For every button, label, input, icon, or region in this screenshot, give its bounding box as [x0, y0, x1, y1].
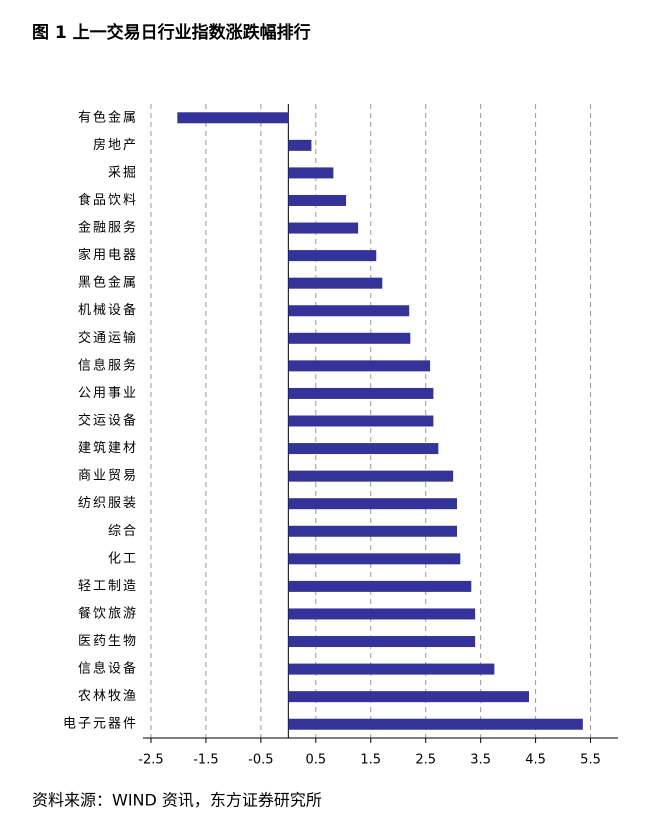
y-tick-label: 信息设备	[78, 661, 138, 677]
x-tick-label: 2.5	[415, 753, 436, 768]
y-tick-label: 纺织服装	[78, 496, 138, 511]
bar	[288, 250, 377, 262]
x-tick-label: 1.5	[360, 753, 381, 768]
y-tick-label: 餐饮旅游	[78, 605, 138, 621]
y-tick-label: 采掘	[108, 165, 138, 180]
bar	[288, 470, 454, 482]
bar	[288, 360, 431, 372]
x-tick-label: -0.5	[248, 753, 273, 768]
source-note: 资料来源：WIND 资讯，东方证券研究所	[32, 791, 322, 810]
y-tick-label: 综合	[108, 524, 138, 539]
bar	[288, 222, 359, 234]
x-tick-label: -1.5	[193, 753, 218, 768]
y-tick-label: 有色金属	[78, 109, 138, 125]
bar	[288, 525, 458, 537]
bar	[288, 553, 461, 565]
y-tick-label: 交通运输	[78, 330, 138, 346]
y-tick-label: 电子元器件	[63, 717, 138, 732]
x-tick-label: 3.5	[470, 753, 491, 768]
bar	[288, 443, 439, 455]
bar	[288, 580, 472, 592]
y-tick-label: 食品饮料	[78, 192, 138, 208]
y-tick-label: 信息服务	[78, 357, 138, 373]
bar	[288, 332, 411, 344]
x-tick-label: 4.5	[525, 753, 546, 768]
bar	[288, 387, 434, 399]
y-tick-label: 金融服务	[78, 220, 138, 236]
bar	[288, 194, 347, 206]
y-tick-label: 建筑建材	[78, 440, 138, 456]
bar	[288, 167, 334, 179]
bar	[288, 277, 383, 289]
bar	[288, 415, 434, 427]
y-tick-label: 商业贸易	[78, 469, 138, 484]
y-tick-label: 公用事业	[78, 386, 138, 401]
bar	[288, 139, 312, 151]
x-tick-label: 5.5	[580, 753, 601, 768]
bar	[288, 305, 410, 317]
y-tick-label: 农林牧渔	[78, 689, 138, 704]
bar	[177, 112, 289, 124]
chart-title: 图 1 上一交易日行业指数涨跌幅排行	[32, 22, 311, 43]
y-tick-label: 黑色金属	[78, 275, 138, 291]
bar	[288, 608, 476, 620]
x-tick-label: 0.5	[305, 753, 326, 768]
y-tick-label: 轻工制造	[78, 579, 138, 594]
bar	[288, 663, 495, 675]
y-tick-label: 家用电器	[78, 247, 138, 263]
y-tick-label: 房地产	[93, 137, 138, 153]
bar	[288, 636, 476, 648]
bar	[288, 691, 529, 703]
y-tick-label: 化工	[108, 551, 138, 566]
y-tick-label: 医药生物	[78, 634, 138, 649]
bar	[288, 498, 458, 510]
x-tick-label: -2.5	[138, 753, 163, 768]
bar	[288, 718, 583, 730]
y-tick-label: 交运设备	[78, 413, 138, 429]
y-tick-label: 机械设备	[78, 302, 138, 318]
